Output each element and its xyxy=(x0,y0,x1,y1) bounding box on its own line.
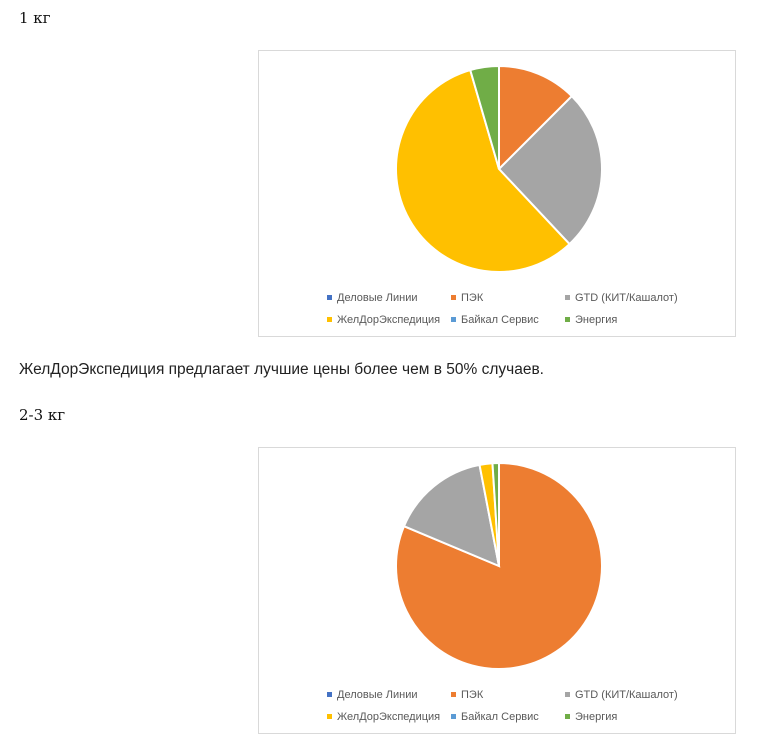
legend-swatch xyxy=(451,691,456,697)
legend-label: Энергия xyxy=(575,314,618,326)
legend-item-пэк: ПЭК xyxy=(451,689,483,701)
legend-item-пэк: ПЭК xyxy=(451,292,483,304)
pie-chart-2-3kg: Деловые Линии ПЭК GTD (КИТ/Кашалот) ЖелДорЭ… xyxy=(258,447,736,734)
pie-chart-1kg: Деловые Линии ПЭК GTD (КИТ/Кашалот) ЖелДорЭ… xyxy=(258,50,736,337)
pie-chart-1kg-plot xyxy=(395,64,603,273)
summary-paragraph: ЖелДорЭкспедиция предлагает лучшие цены … xyxy=(19,361,544,378)
legend-swatch xyxy=(565,316,570,322)
legend-label: GTD (КИТ/Кашалот) xyxy=(575,689,678,701)
pie-slice-пэк xyxy=(498,64,574,172)
legend-swatch xyxy=(327,294,332,300)
pie-slice-желдорэкспедиция xyxy=(395,68,571,273)
legend-swatch xyxy=(451,316,456,322)
legend-label: Деловые Линии xyxy=(337,292,418,304)
legend-label: GTD (КИТ/Кашалот) xyxy=(575,292,678,304)
legend-label: Энергия xyxy=(575,711,618,723)
legend-label: ПЭК xyxy=(461,689,484,701)
pie-slice-энергия xyxy=(469,64,500,170)
legend-label: ПЭК xyxy=(461,292,484,304)
legend-label: ЖелДорЭкспедиция xyxy=(337,314,441,326)
legend-label: Байкал Сервис xyxy=(461,314,539,326)
legend-label: ЖелДорЭкспедиция xyxy=(337,711,441,723)
section-heading-1kg: 1 кг xyxy=(19,9,51,27)
legend-label: Деловые Линии xyxy=(337,689,418,701)
pie-slice-gtd-кит-кашалот xyxy=(402,463,501,568)
legend-item-деловые-линии: Деловые Линии xyxy=(327,292,418,304)
legend-item-желдорэкспедиция: ЖелДорЭкспедиция xyxy=(327,314,440,326)
section-heading-2-3kg: 2-3 кг xyxy=(19,406,66,424)
legend-swatch xyxy=(451,713,456,719)
legend-swatch xyxy=(565,691,570,697)
legend-swatch xyxy=(327,691,332,697)
legend-label: Байкал Сервис xyxy=(461,711,539,723)
legend-swatch xyxy=(327,316,332,322)
legend-swatch xyxy=(451,294,456,300)
legend-item-байкал-сервис: Байкал Сервис xyxy=(451,711,539,723)
legend-swatch xyxy=(565,294,570,300)
legend-item-энергия: Энергия xyxy=(565,711,617,723)
legend-swatch xyxy=(565,713,570,719)
legend-item-деловые-линии: Деловые Линии xyxy=(327,689,418,701)
legend-item-энергия: Энергия xyxy=(565,314,617,326)
legend-item-желдорэкспедиция: ЖелДорЭкспедиция xyxy=(327,711,440,723)
pie-slice-энергия xyxy=(491,461,500,567)
legend-swatch xyxy=(327,713,332,719)
legend-item-gtd-кит-кашалот: GTD (КИТ/Кашалот) xyxy=(565,292,678,304)
legend-item-байкал-сервис: Байкал Сервис xyxy=(451,314,539,326)
legend-item-gtd-кит-кашалот: GTD (КИТ/Кашалот) xyxy=(565,689,678,701)
pie-slice-пэк xyxy=(395,461,603,670)
pie-slice-gtd-кит-кашалот xyxy=(497,94,603,246)
pie-chart-2-3kg-plot xyxy=(395,461,603,670)
